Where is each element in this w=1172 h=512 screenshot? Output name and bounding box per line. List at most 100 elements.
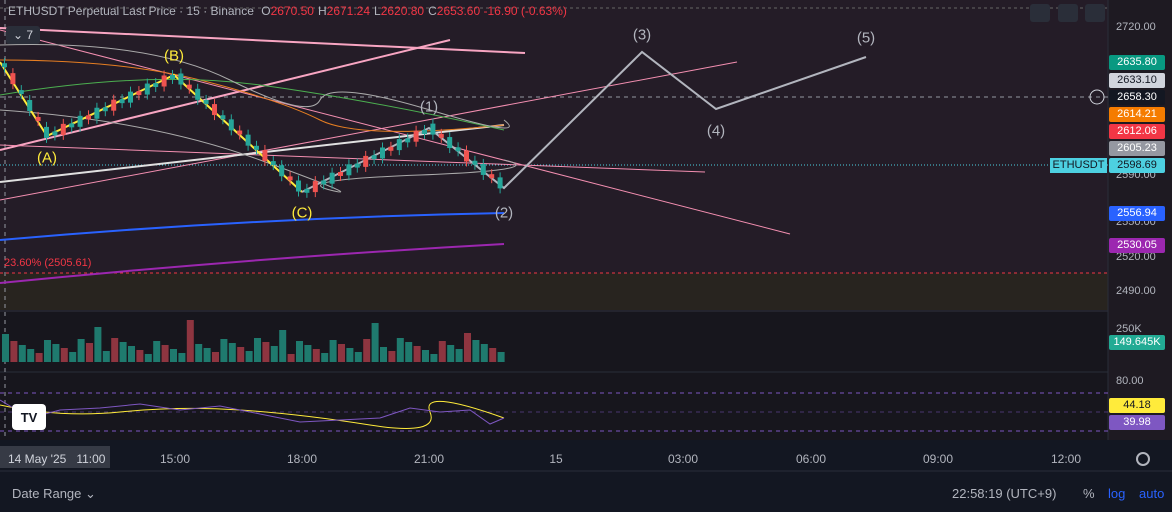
time-cursor: 14 May '25 11:00 <box>8 452 106 466</box>
volume-bar <box>44 340 51 362</box>
volume-bar <box>430 354 438 362</box>
wick <box>155 78 157 93</box>
wave-label: (4) <box>706 122 726 140</box>
ohlc-label: O <box>261 4 271 18</box>
tv-logo-text: TV <box>21 410 38 425</box>
trend-line <box>0 61 738 201</box>
volume-bar <box>312 349 320 362</box>
ohlc-value: 2670.50 <box>270 4 314 18</box>
wick <box>46 121 47 143</box>
rsi-badge: 44.18 <box>1109 398 1165 413</box>
symbol: ETHUSDT Perpetual Last Price · 15 · Bina… <box>8 4 254 18</box>
fib-label: 23.60% (2505.61) <box>4 257 92 269</box>
wick <box>390 141 392 156</box>
wave-label: (A) <box>37 149 57 167</box>
axis-settings[interactable] <box>1136 452 1150 466</box>
volume-bar <box>405 342 413 362</box>
rsi-tick: 80.00 <box>1116 375 1144 387</box>
volume-bar <box>422 350 429 362</box>
wick <box>432 118 434 140</box>
ohlc: O2670.50 H2671.24 L2620.80 C2653.60 <box>257 4 480 18</box>
ohlc-label: H <box>317 4 327 18</box>
time-tick: 03:00 <box>667 452 699 466</box>
volume-bar <box>245 351 253 362</box>
percent-button[interactable]: % <box>1083 486 1095 501</box>
volume-bar <box>237 347 245 362</box>
trend-line <box>0 29 791 235</box>
wave-label: (3) <box>632 26 652 44</box>
add-button[interactable] <box>1089 89 1105 105</box>
volume-bar <box>195 344 203 362</box>
volume-bar <box>77 339 85 362</box>
wick <box>272 156 274 171</box>
price-badge: 2556.94 <box>1109 206 1165 221</box>
wick <box>365 150 367 172</box>
change: -16.90 (-0.63%) <box>483 4 567 18</box>
date-range-label: Date Range <box>12 486 82 501</box>
wave-label: (2) <box>494 204 514 222</box>
wick <box>331 167 333 189</box>
volume-bar <box>128 346 135 362</box>
band <box>0 109 517 193</box>
volume-bar <box>94 327 102 362</box>
volume-bar <box>18 345 26 362</box>
volume-bar <box>287 354 295 362</box>
ohlc-value: 2653.60 <box>436 4 481 18</box>
ohlc-label: L <box>374 4 381 18</box>
wick <box>306 183 308 198</box>
time-tick: 18:00 <box>286 452 318 466</box>
settings-button[interactable] <box>1085 4 1105 22</box>
wick <box>12 68 14 90</box>
lower-panes <box>0 312 1108 440</box>
wick <box>188 79 190 94</box>
rsi <box>0 399 505 425</box>
wick <box>491 169 493 184</box>
wick <box>281 160 283 182</box>
band <box>0 43 510 129</box>
volume-bar <box>228 343 236 362</box>
header: ETHUSDT Perpetual Last Price · 15 · Bina… <box>8 4 567 18</box>
volume-bar <box>119 342 127 362</box>
volume-bar <box>497 352 505 362</box>
price-badge: 2605.23 <box>1109 141 1165 156</box>
candles <box>2 58 503 198</box>
time-tick: 12:00 <box>1050 452 1082 466</box>
indicator-toggle[interactable]: ⌄ 7 <box>6 26 40 44</box>
volume-bar <box>438 341 446 362</box>
time-cursor-bg <box>0 446 110 468</box>
volume-bar <box>161 345 169 362</box>
date-range[interactable]: Date Range ⌄ <box>12 486 96 501</box>
moving-average <box>0 243 505 284</box>
trend-line <box>0 27 526 54</box>
volume-bar <box>396 338 404 362</box>
volume-bar <box>380 347 387 362</box>
volume-bar <box>136 350 144 362</box>
auto-button[interactable]: auto <box>1139 486 1165 501</box>
wick <box>172 69 173 84</box>
wick <box>121 94 123 109</box>
wick <box>247 129 249 151</box>
wick <box>71 118 73 133</box>
volume-bar <box>10 341 18 362</box>
volume-bar <box>102 351 110 362</box>
volume-bar <box>447 345 455 362</box>
volume-bar <box>413 346 421 362</box>
volume-bar <box>270 346 278 362</box>
price-tick: 2720.00 <box>1116 21 1156 33</box>
price-tick: 2520.00 <box>1116 251 1156 263</box>
volume-bar <box>212 352 219 362</box>
wick <box>474 155 476 170</box>
scroll-button[interactable] <box>1030 4 1050 22</box>
log-button[interactable]: log <box>1108 486 1126 501</box>
wick <box>340 167 341 181</box>
maximize-button[interactable] <box>1058 4 1078 22</box>
volume-bar <box>220 339 228 362</box>
volume-bar <box>346 348 354 362</box>
moving-average <box>0 59 505 132</box>
wick <box>239 125 241 140</box>
time-tick: 06:00 <box>795 452 827 466</box>
volume-bar <box>472 340 480 362</box>
wick <box>482 158 484 180</box>
time-axis-bg <box>0 440 1172 472</box>
